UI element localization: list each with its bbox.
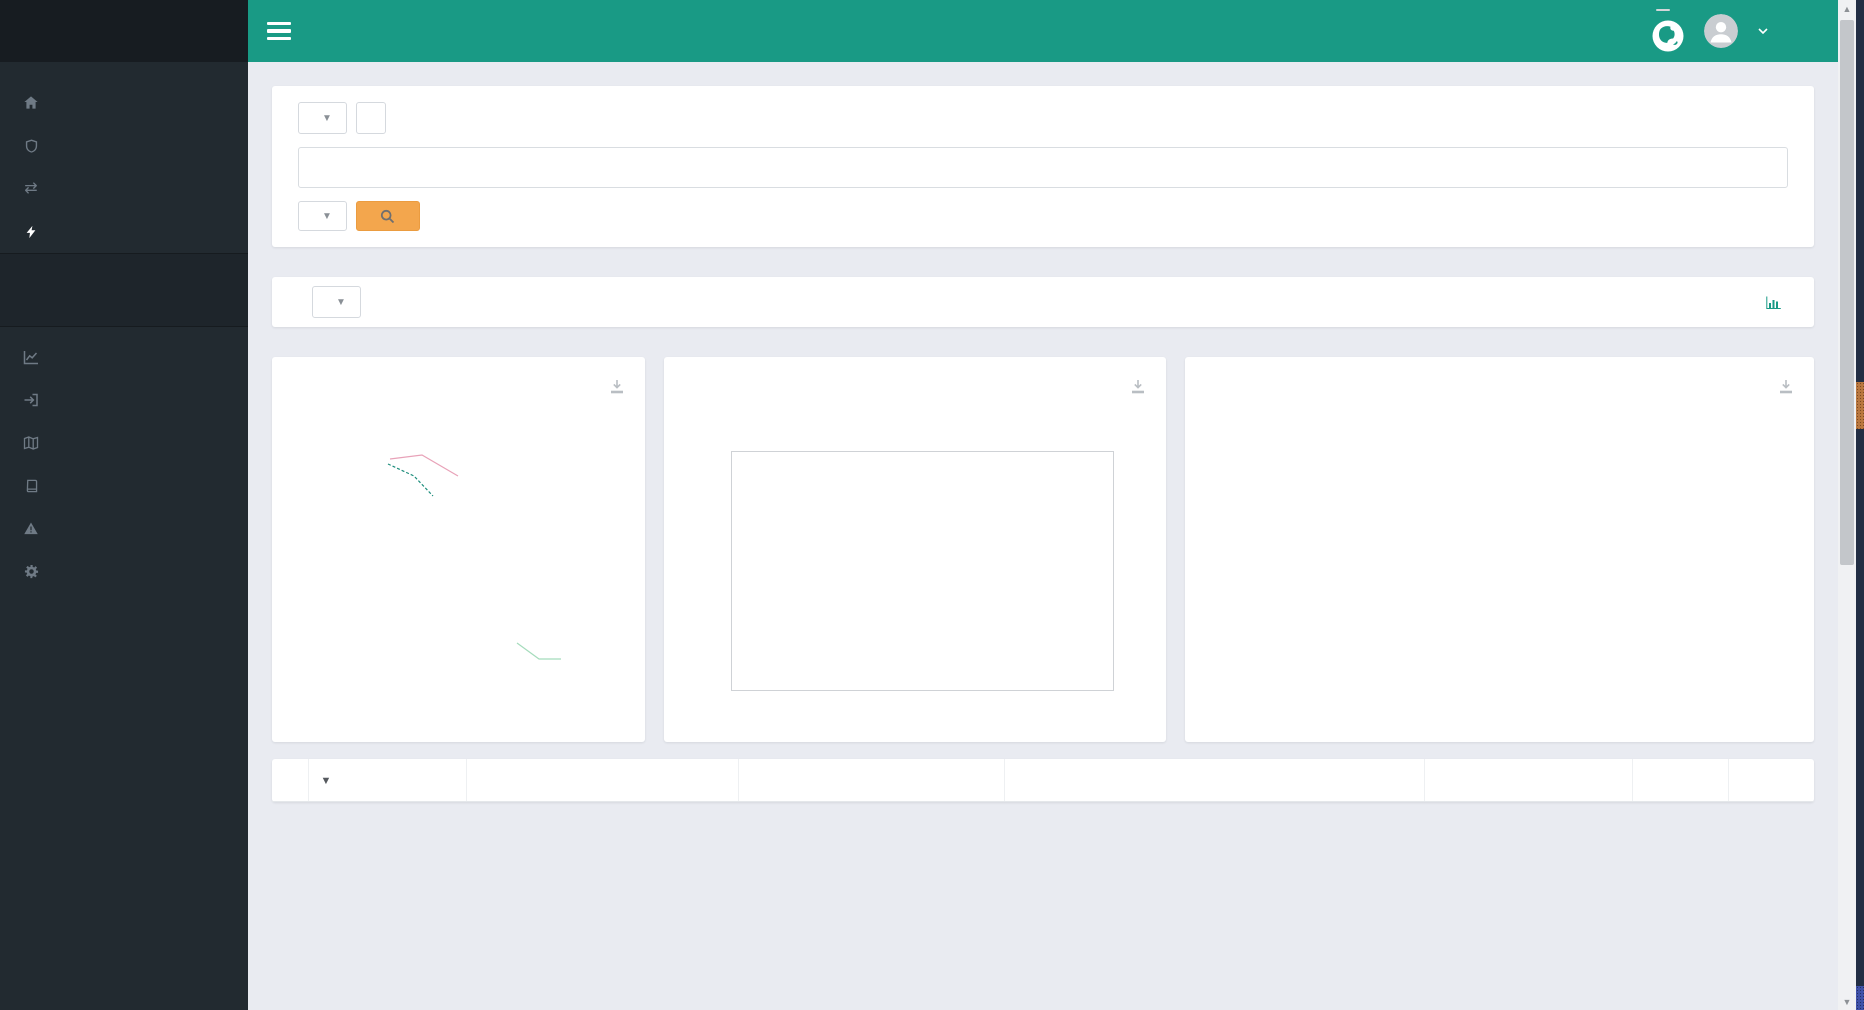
col-source-ip[interactable] [466, 759, 738, 801]
sidebar-item-traffic[interactable]: ⇄ [0, 167, 248, 210]
sidebar-item-home[interactable] [0, 81, 248, 124]
menu-toggle-button[interactable] [267, 19, 291, 43]
sidebar-subitem-network-recon-facts[interactable] [0, 263, 248, 290]
threat-type-pie[interactable] [360, 470, 556, 666]
right-edge-strip [1856, 0, 1864, 1010]
col-threat-name [1004, 759, 1424, 801]
hide-statistics-link[interactable] [1766, 296, 1788, 309]
sidebar-item-journal[interactable] [0, 464, 248, 507]
search-button[interactable] [356, 201, 420, 231]
scope-selector[interactable] [1649, 7, 1689, 55]
scrollbar-thumb[interactable] [1840, 20, 1854, 565]
security-threats-submenu [0, 253, 248, 327]
col-expand [272, 759, 308, 801]
filter-panel: ▼ ▼ [272, 86, 1814, 247]
sign-in-icon [22, 391, 40, 409]
line-chart-icon [22, 348, 40, 366]
col-datetime[interactable]: ▼ [308, 759, 466, 801]
traffic-arrows-icon: ⇄ [22, 180, 40, 198]
home-icon [22, 94, 40, 112]
download-chart-icon[interactable] [1130, 379, 1146, 397]
scroll-down-button[interactable]: ▼ [1838, 993, 1856, 1010]
save-filter-button[interactable] [356, 102, 386, 134]
scope-badge [1656, 9, 1670, 11]
top-source-ip-chart-card [1185, 357, 1814, 742]
sidebar-subitem-threats[interactable] [0, 290, 248, 317]
threat-type-chart-card [272, 357, 645, 742]
new-filter-dropdown[interactable]: ▼ [298, 102, 347, 134]
map-icon [22, 434, 40, 452]
period-dropdown[interactable]: ▼ [298, 201, 347, 231]
statistics-charts [272, 357, 1814, 742]
danger-level-chart-card [664, 357, 1166, 742]
search-icon [380, 209, 395, 224]
topbar [248, 0, 1838, 62]
export-dropdown[interactable]: ▼ [312, 286, 361, 318]
vertical-scrollbar[interactable]: ▲ ▼ [1838, 0, 1856, 1010]
edge-orange-marker [1856, 382, 1864, 429]
edge-blue-marker [1856, 986, 1864, 1010]
sidebar-item-settings[interactable] [0, 550, 248, 593]
caret-down-icon: ▼ [322, 113, 332, 124]
gear-icon [22, 563, 40, 581]
sidebar-item-anomalies[interactable] [0, 335, 248, 378]
chevron-down-icon[interactable] [1758, 28, 1768, 35]
table-header-row: ▼ [272, 759, 1814, 801]
sidebar: ⇄ [0, 0, 248, 1010]
scroll-up-button[interactable]: ▲ [1838, 0, 1856, 17]
threats-table: ▼ [272, 759, 1814, 802]
col-threat-type [1424, 759, 1632, 801]
download-chart-icon[interactable] [609, 379, 625, 397]
topbar-right [1649, 0, 1768, 62]
user-avatar[interactable] [1704, 14, 1738, 48]
main-content: ▼ ▼ ▼ [248, 62, 1838, 1010]
shield-icon [22, 137, 40, 155]
warning-triangle-icon [22, 520, 40, 538]
sidebar-item-policies[interactable] [0, 124, 248, 167]
sidebar-item-security-threats[interactable] [0, 210, 248, 253]
sidebar-item-diagnostics[interactable] [0, 507, 248, 550]
danger-level-plot [731, 451, 1114, 691]
col-target-ip[interactable] [738, 759, 1004, 801]
brand-logo[interactable] [0, 0, 248, 62]
book-icon [22, 477, 40, 495]
top-source-ip-plot [1336, 450, 1749, 697]
sidebar-item-network-map[interactable] [0, 421, 248, 464]
bolt-icon [22, 223, 40, 241]
download-chart-icon[interactable] [1778, 379, 1794, 397]
sort-desc-icon: ▼ [321, 775, 332, 787]
globe-icon [1651, 19, 1685, 56]
caret-down-icon: ▼ [336, 297, 346, 308]
col-actions [1728, 759, 1814, 801]
sidebar-item-auth-log[interactable] [0, 378, 248, 421]
bar-chart-icon [1766, 296, 1781, 309]
person-icon [1704, 14, 1738, 48]
results-bar: ▼ [272, 277, 1814, 327]
caret-down-icon: ▼ [322, 211, 332, 222]
sidebar-menu: ⇄ [0, 62, 248, 593]
threats-table-card: ▼ [272, 759, 1814, 802]
filter-query-input[interactable] [298, 147, 1788, 188]
col-level [1632, 759, 1728, 801]
